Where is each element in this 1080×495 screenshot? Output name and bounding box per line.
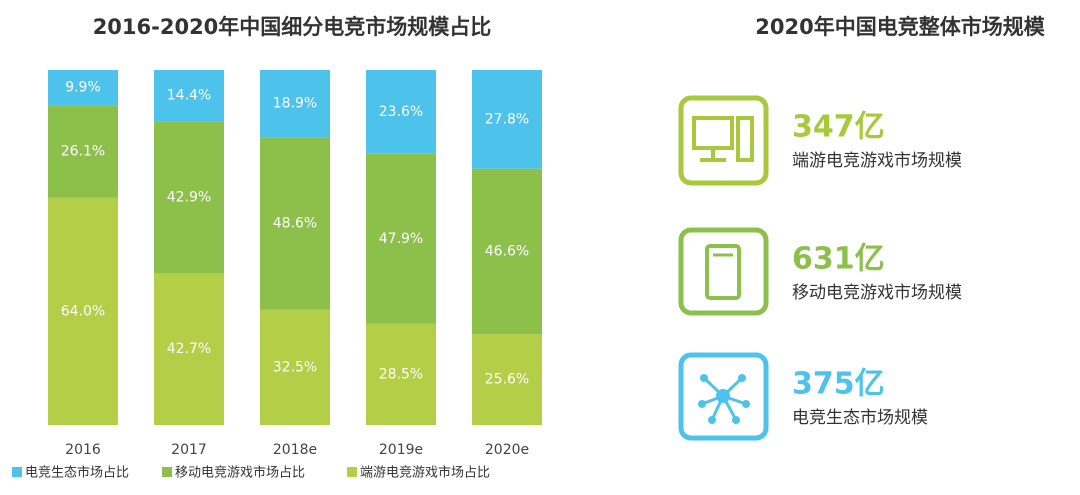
bar-segment <box>472 334 542 425</box>
legend-label: 移动电竞游戏市场占比 <box>175 465 305 481</box>
bar-segment <box>154 121 224 274</box>
summary-title: 2020年中国电竞整体市场规模 <box>755 15 1045 39</box>
data-label: 25.6% <box>485 372 529 388</box>
legend-label: 电竞生态市场占比 <box>25 465 129 481</box>
bar-segment <box>154 70 224 122</box>
bar-segment <box>48 70 118 106</box>
legend-swatch <box>347 467 357 477</box>
x-tick-label: 2020e <box>485 442 529 458</box>
bar-segment <box>366 323 436 425</box>
data-label: 18.9% <box>273 96 317 112</box>
data-label: 32.5% <box>273 359 317 375</box>
bar-segment <box>472 70 542 169</box>
x-tick-label: 2017 <box>171 442 207 458</box>
bar-segment <box>366 70 436 154</box>
network-icon <box>678 352 769 441</box>
summary-value: 347亿 <box>792 110 885 145</box>
data-label: 42.7% <box>167 341 211 357</box>
legend-swatch <box>12 467 22 477</box>
data-label: 9.9% <box>65 80 101 96</box>
pc-icon <box>678 95 769 186</box>
x-tick-label: 2016 <box>65 442 101 458</box>
summary-value: 375亿 <box>792 367 885 402</box>
data-label: 26.1% <box>61 143 105 159</box>
legend-swatch <box>162 467 172 477</box>
data-label: 64.0% <box>61 303 105 319</box>
phone-icon <box>678 227 769 316</box>
data-label: 27.8% <box>485 111 529 127</box>
bar-segment <box>154 273 224 425</box>
x-tick-label: 2019e <box>379 442 423 458</box>
data-label: 23.6% <box>379 104 423 120</box>
summary-label: 电竞生态市场规模 <box>792 408 928 428</box>
bar-segment <box>366 153 436 324</box>
summary-value: 631亿 <box>792 242 885 277</box>
summary-label: 端游电竞游戏市场规模 <box>792 151 962 171</box>
data-label: 48.6% <box>273 215 317 231</box>
data-label: 14.4% <box>167 88 211 104</box>
bar-segment <box>472 168 542 335</box>
bar-segment <box>48 105 118 198</box>
chart-title: 2016-2020年中国细分电竞市场规模占比 <box>93 15 492 39</box>
data-label: 42.9% <box>167 189 211 205</box>
bar-segment <box>260 70 330 138</box>
x-tick-label: 2018e <box>273 442 317 458</box>
data-label: 47.9% <box>379 231 423 247</box>
data-label: 46.6% <box>485 243 529 259</box>
bar-segment <box>260 137 330 310</box>
legend-label: 端游电竞游戏市场占比 <box>360 465 490 481</box>
bar-segment <box>260 309 330 425</box>
bar-segment <box>48 197 118 425</box>
data-label: 28.5% <box>379 366 423 382</box>
summary-label: 移动电竞游戏市场规模 <box>792 283 962 303</box>
